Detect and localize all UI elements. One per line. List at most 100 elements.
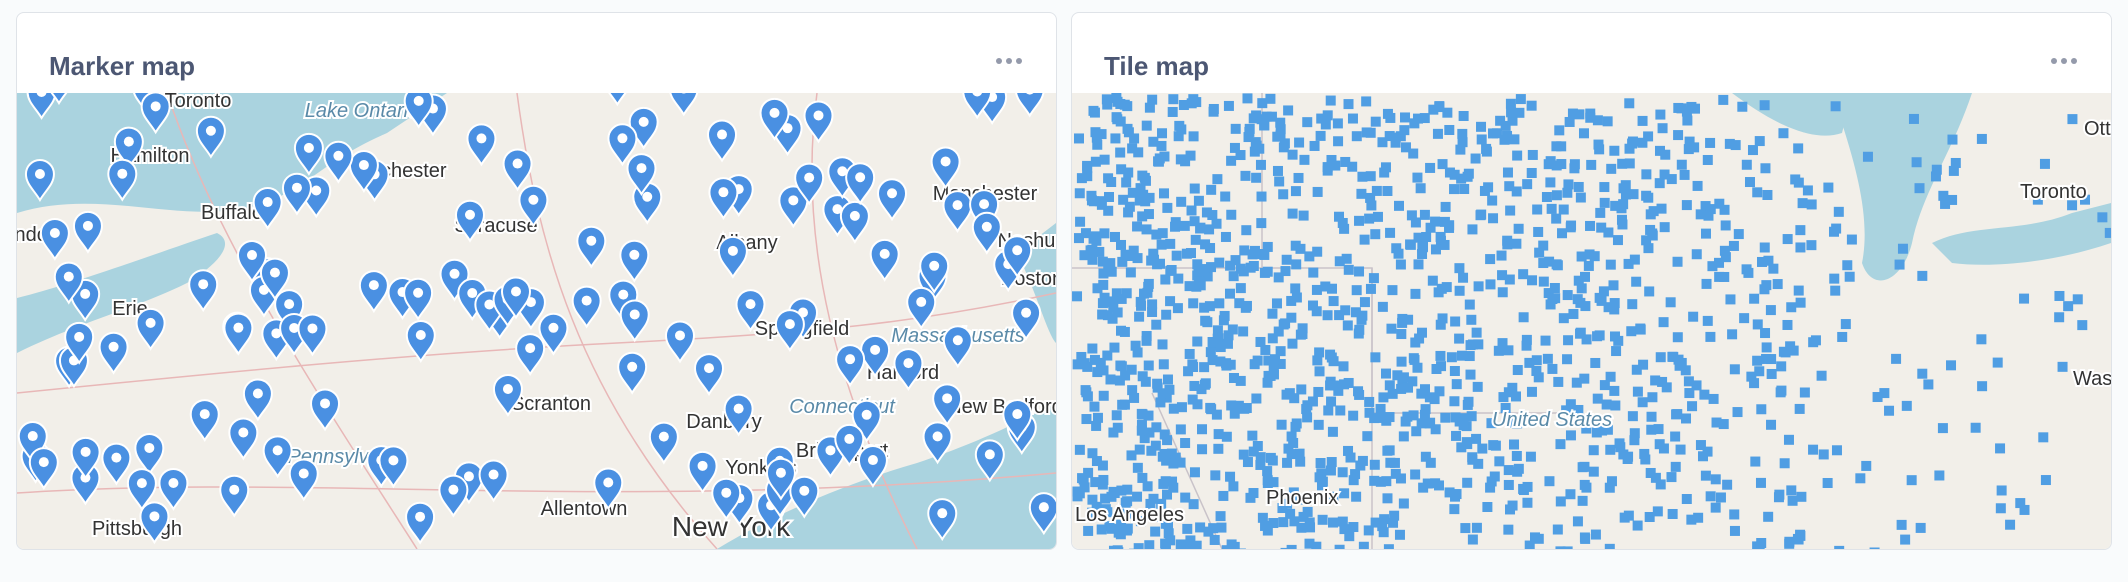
map-marker [626,153,657,197]
tile-point [1170,217,1181,228]
tile-point [1500,403,1511,414]
tile-point [1287,338,1298,349]
tile-point [1365,171,1376,182]
tile-point [1377,301,1388,312]
tile-point [1082,361,1093,372]
tile-point [1659,222,1670,233]
tile-point [1476,134,1487,145]
tile-point [1370,229,1381,240]
tile-point [1715,492,1726,503]
tile-point [1205,347,1216,358]
tile-point [1207,210,1218,221]
tile-point [1282,498,1293,509]
tile-point [1168,94,1179,105]
tile-point [1379,167,1390,178]
map-marker [877,178,908,222]
tile-point [1188,499,1199,510]
tile-point [1793,285,1804,296]
tile-point [1345,452,1356,463]
tile-point [1603,227,1614,238]
tile-point [1287,208,1298,219]
tile-point [1561,405,1572,416]
tile-point [1113,527,1124,538]
tile-point [1224,288,1235,299]
tile-point [1311,306,1322,317]
tile-point [1119,99,1130,110]
tile-point [1683,376,1694,387]
tile-point [1976,133,1987,144]
tile-point [1103,205,1114,216]
tile-point [1322,310,1333,321]
tile-point [1363,525,1374,536]
tile-point [1992,357,2003,368]
tile-point [1245,262,1256,273]
tile-point [1296,522,1307,533]
menu-button[interactable] [2051,57,2077,65]
tile-point [1102,99,1113,110]
tile-point [1412,172,1423,183]
tile-point [1504,181,1515,192]
tile-point [1687,401,1698,412]
marker-map[interactable]: Toronto Lake OntarioHamiltonRochesterSyra… [17,93,1056,549]
tile-point [1273,272,1284,283]
tile-point [1304,538,1315,549]
tile-point [1454,333,1465,344]
tile-point [1278,189,1289,200]
tile-point [1797,198,1808,209]
tile-point [1732,407,1743,418]
tile-point [1168,403,1179,414]
tile-point [1778,128,1789,139]
tile-point [1380,368,1391,379]
tile-point [1466,314,1477,325]
tile-point [1165,238,1176,249]
map-label: Buffalo [201,202,263,224]
tile-point [1192,259,1203,270]
tile-point [1594,330,1605,341]
tile-point [1176,124,1187,135]
tile-point [1591,427,1602,438]
tile-point [1567,108,1578,119]
tile-point [1518,483,1529,494]
tile-point [1449,504,1460,515]
tile-point [1650,472,1661,483]
tile-point [1645,467,1656,478]
tile-point [1388,517,1399,528]
tile-point [1288,437,1299,448]
tile-point [1087,254,1098,265]
tile-point [1226,209,1237,220]
tile-point [1317,514,1328,525]
tile-point [1228,481,1239,492]
tile-point [1144,102,1155,113]
tile-point [1786,485,1797,496]
tile-point [1638,359,1649,370]
tile-point [1150,526,1161,537]
tile-point [1235,548,1246,549]
tile-point [1372,211,1383,222]
tile-point [1796,491,1807,502]
tile-point [1354,324,1365,335]
tile-point [1733,229,1744,240]
menu-button[interactable] [996,57,1022,65]
tile-point [1280,547,1291,549]
tile-point [1390,132,1401,143]
tile-point [1252,441,1263,452]
tile-point [1239,245,1250,256]
tile-point [1339,524,1350,535]
tile-point [1251,140,1262,151]
tile-point [1950,157,1961,168]
map-marker [135,307,166,351]
tile-point [1760,163,1771,174]
tile-point [1471,522,1482,533]
tile-map[interactable]: Ottawa Toronto United States Phoenix Los Ang… [1072,93,2111,549]
tile-point [1702,154,1713,165]
tile-point [1652,506,1663,517]
tile-point [1072,359,1083,370]
tile-point [1573,181,1584,192]
tile-point [1285,508,1296,519]
tile-point [1505,205,1516,216]
tile-point [1467,534,1478,545]
tile-point [1157,128,1168,139]
tile-point [1108,302,1119,313]
tile-point [1143,360,1154,371]
tile-point [1766,419,1777,430]
